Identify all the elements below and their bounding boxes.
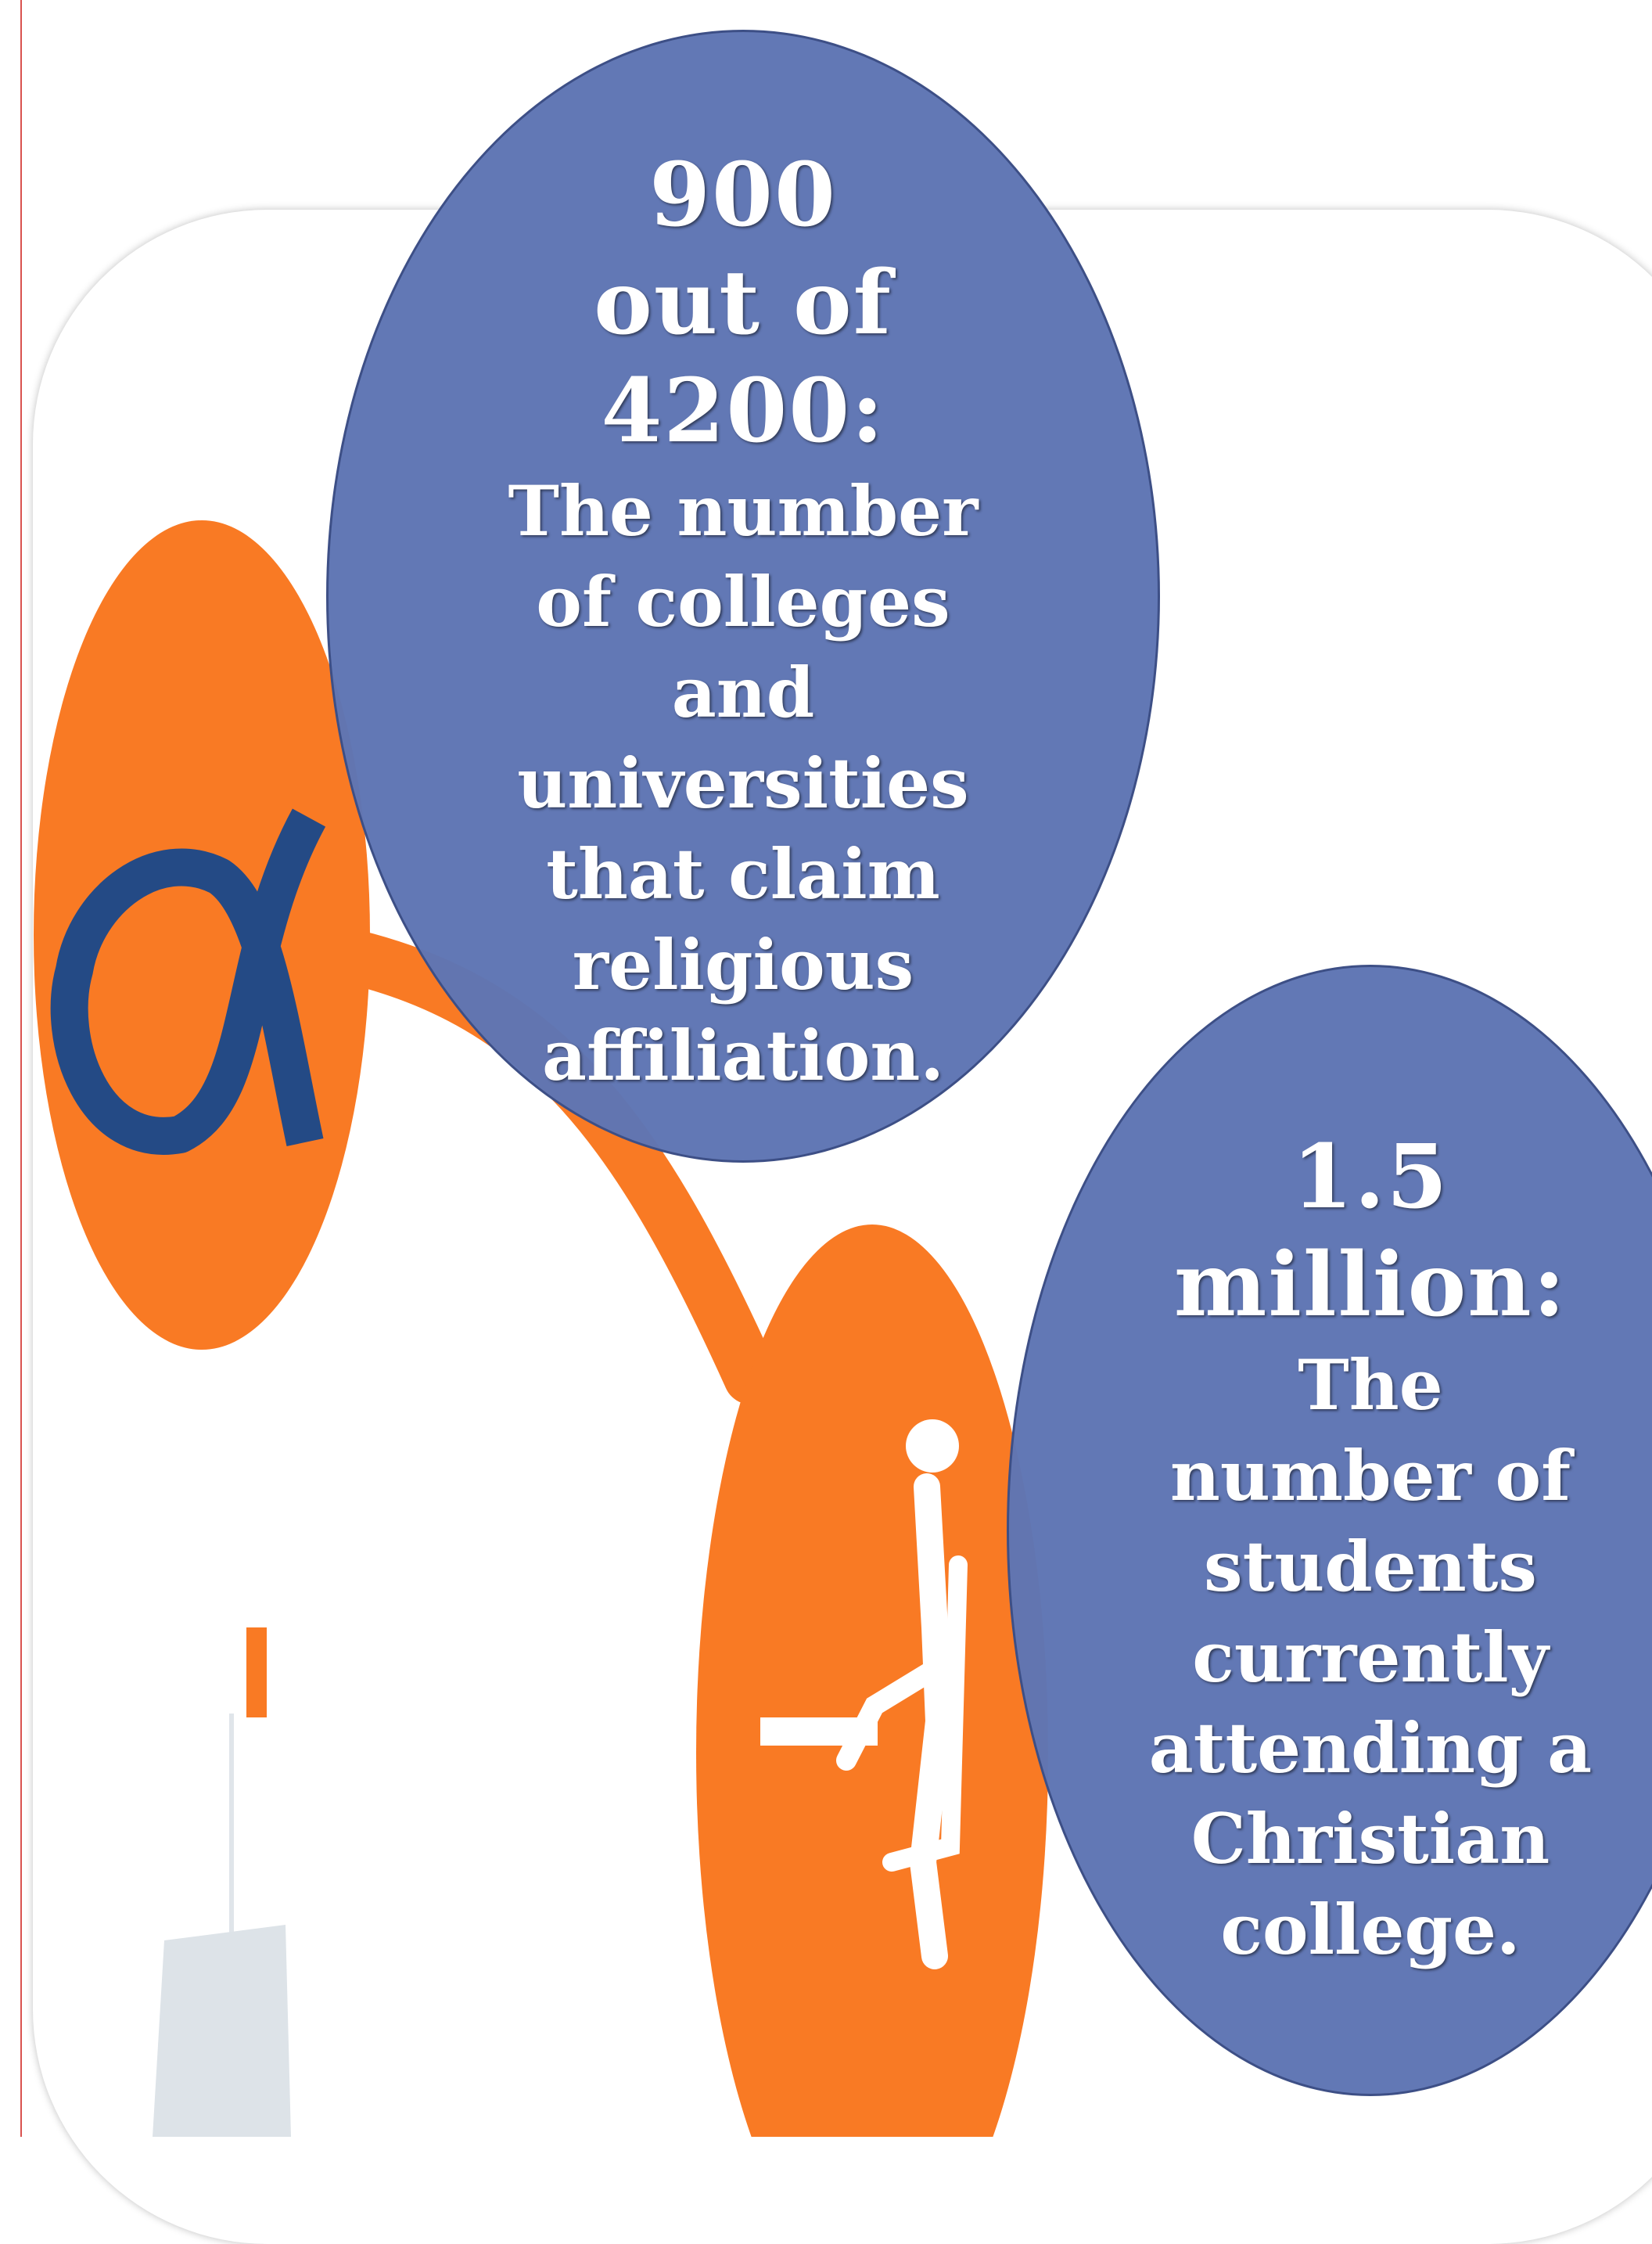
desk-student-icon — [696, 1224, 1048, 2137]
infographic-artwork — [34, 520, 1048, 2137]
stat-description: The number of students currently attendi… — [1148, 1344, 1593, 1970]
ichthys-icon — [34, 520, 370, 1350]
stat-number: 900 out of 4200: — [594, 144, 892, 462]
stat-bubble-students: 1.5 million: The number of students curr… — [1007, 965, 1652, 2096]
stat-description: The number of colleges and universities … — [508, 470, 979, 1096]
margin-line — [20, 0, 22, 2137]
stat-bubble-colleges: 900 out of 4200: The number of colleges … — [326, 30, 1160, 1163]
stat-number: 1.5 million: — [1173, 1126, 1568, 1336]
flask-icon — [153, 1627, 291, 2137]
